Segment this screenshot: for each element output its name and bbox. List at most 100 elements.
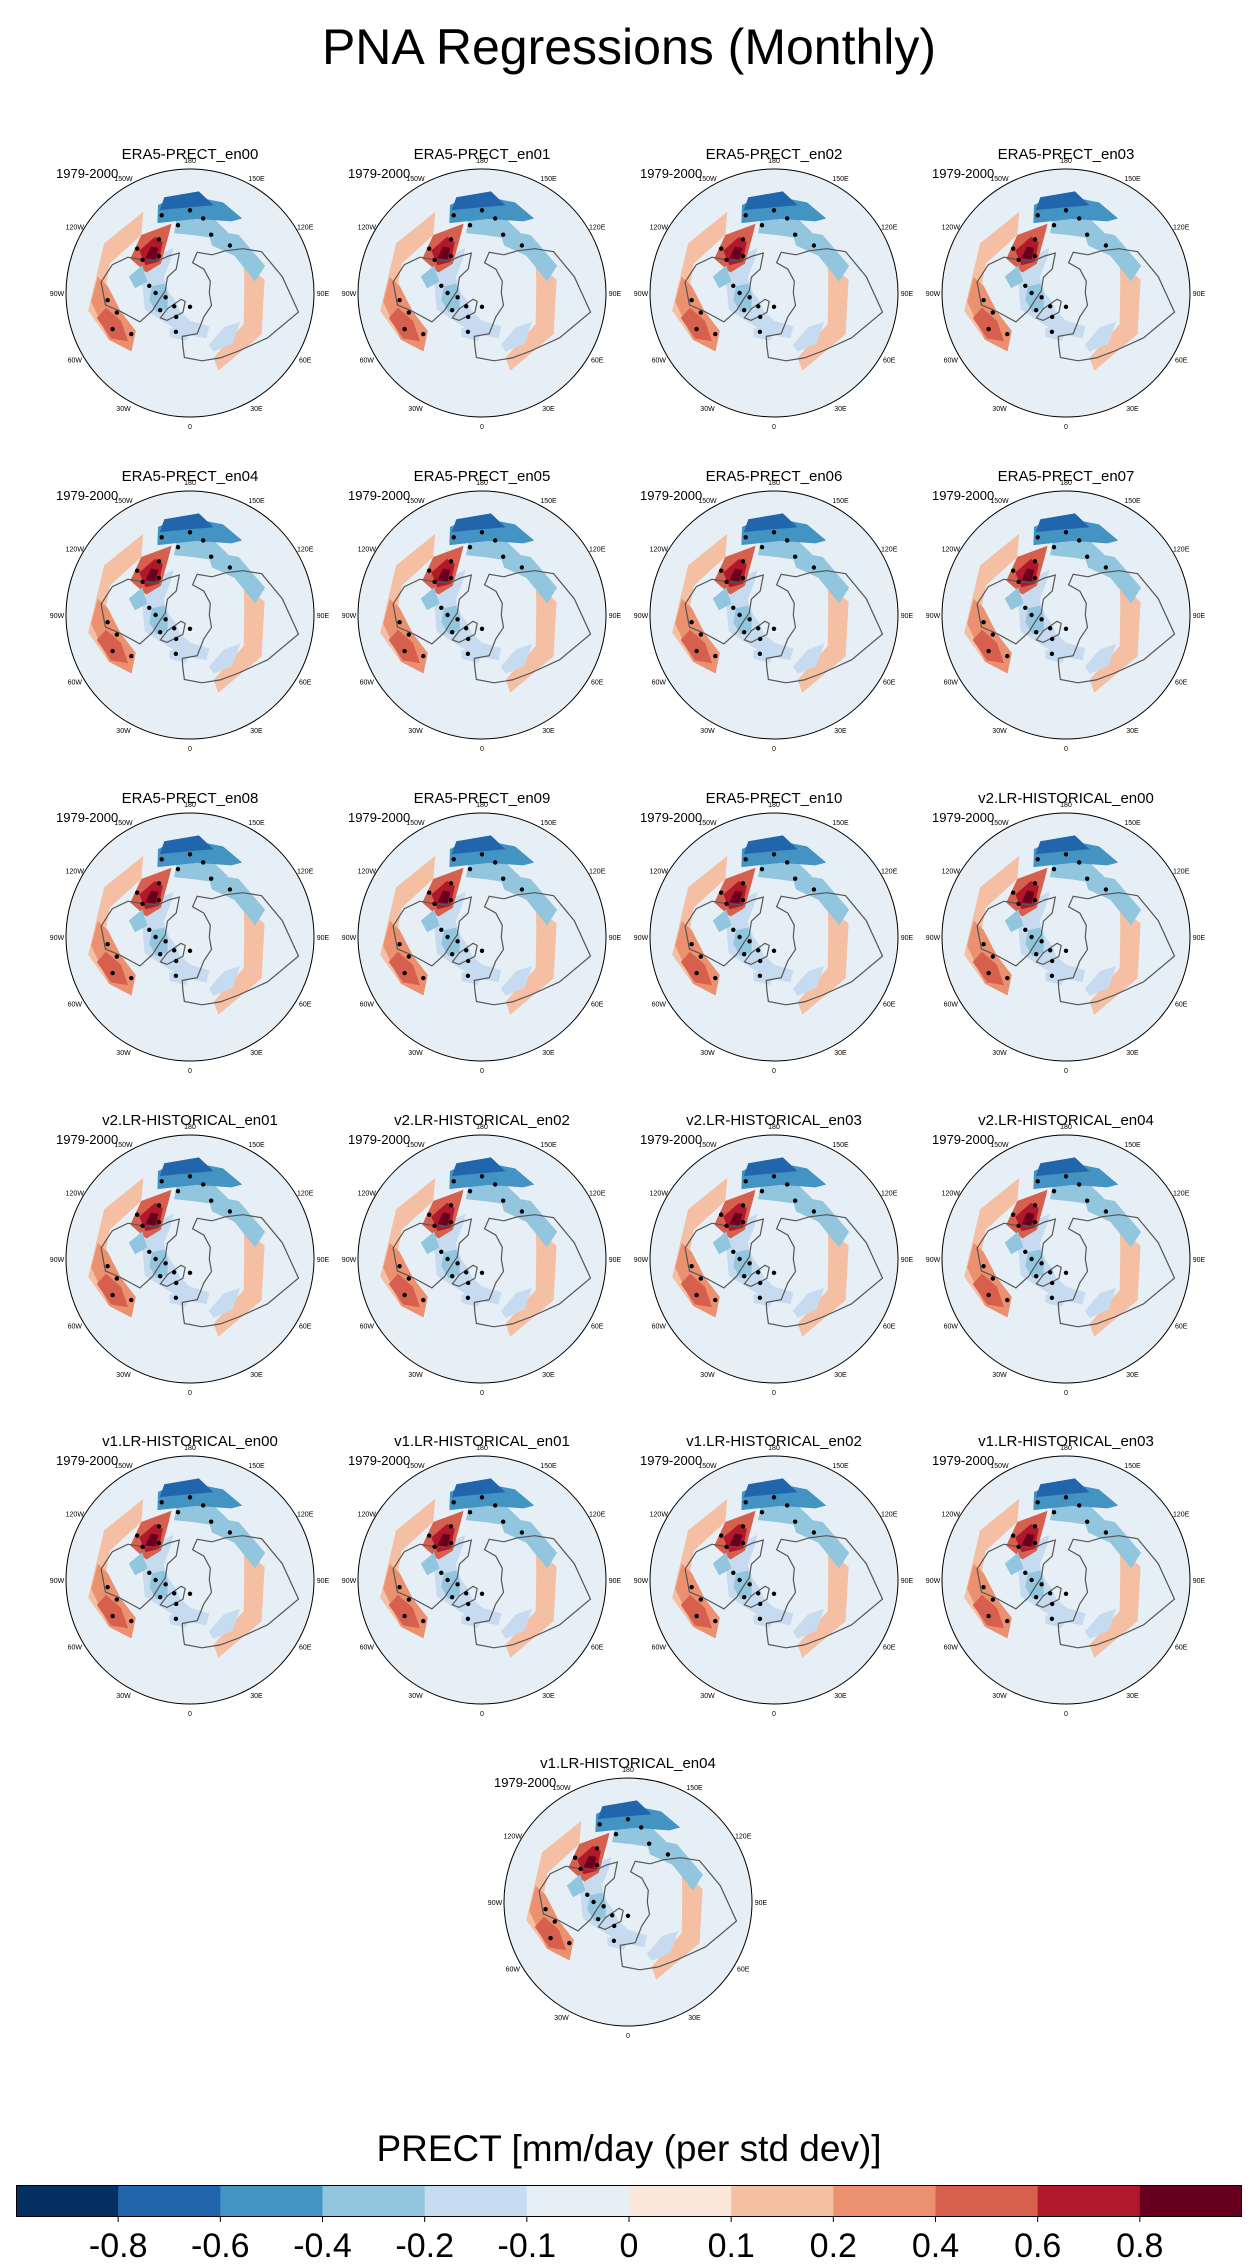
longitude-label: 90W bbox=[50, 291, 65, 298]
anomaly-contour bbox=[174, 537, 228, 562]
significance-dot bbox=[1039, 939, 1044, 944]
significance-dot bbox=[1063, 948, 1069, 953]
period-label: 1979-2000 bbox=[56, 1132, 118, 1147]
significance-dot bbox=[1035, 1179, 1040, 1184]
anomaly-contour bbox=[380, 1498, 436, 1627]
longitude-label: 30W bbox=[408, 1372, 423, 1379]
anomaly-contour bbox=[451, 835, 506, 855]
significance-dot bbox=[455, 939, 460, 944]
anomaly-field bbox=[88, 1157, 300, 1337]
period-label: 1979-2000 bbox=[640, 1453, 702, 1468]
longitude-label: 120E bbox=[589, 1512, 606, 1519]
significance-dot bbox=[740, 237, 746, 242]
significance-dot bbox=[1005, 1618, 1010, 1624]
anomaly-contour bbox=[466, 215, 520, 240]
longitude-label: 150E bbox=[1124, 176, 1141, 183]
longitude-label: 150W bbox=[114, 498, 133, 505]
significance-dot bbox=[990, 1276, 995, 1281]
map-border bbox=[65, 1455, 315, 1705]
significance-dot bbox=[759, 1510, 765, 1515]
map-panel: 180 150E 120E 90E 60E 30E 0 30W 60W 90W 120W 150W v2… bbox=[50, 1112, 330, 1397]
anomaly-contour bbox=[466, 1502, 520, 1527]
significance-dot bbox=[187, 1174, 193, 1179]
anomaly-contour bbox=[461, 1292, 482, 1307]
anomaly-contour bbox=[500, 965, 533, 996]
significance-dot bbox=[719, 1212, 724, 1217]
anomaly-field bbox=[380, 835, 592, 1015]
significance-dot bbox=[402, 648, 407, 654]
significance-dot bbox=[1085, 876, 1090, 881]
significance-dot bbox=[756, 1591, 761, 1596]
significance-dot bbox=[501, 554, 506, 559]
period-label: 1979-2000 bbox=[494, 1775, 556, 1790]
significance-dot bbox=[1032, 881, 1038, 886]
significance-dot bbox=[156, 1540, 162, 1546]
anomaly-contour bbox=[380, 211, 436, 340]
significance-dot bbox=[756, 626, 761, 631]
anomaly-contour bbox=[437, 890, 451, 904]
coastline bbox=[451, 942, 478, 966]
longitude-label: 150W bbox=[114, 1142, 133, 1149]
longitude-label: 30E bbox=[542, 1693, 555, 1700]
anomaly-contour bbox=[169, 326, 190, 341]
anomaly-contour bbox=[437, 246, 451, 260]
coastline bbox=[1057, 570, 1176, 684]
longitude-label: 0 bbox=[188, 1711, 192, 1718]
significance-dot bbox=[737, 612, 742, 618]
longitude-label: 150E bbox=[1124, 1463, 1141, 1470]
anomaly-contour bbox=[420, 909, 440, 933]
anomaly-contour bbox=[1025, 283, 1044, 313]
anomaly-contour bbox=[726, 1534, 794, 1626]
significance-dot bbox=[519, 243, 525, 248]
anomaly-field bbox=[88, 513, 300, 693]
significance-dot bbox=[771, 1270, 777, 1276]
significance-dot bbox=[163, 617, 168, 622]
anomaly-contour bbox=[791, 873, 850, 926]
significance-dot bbox=[445, 612, 450, 618]
significance-dot bbox=[465, 651, 471, 656]
anomaly-contour bbox=[169, 1292, 190, 1307]
significance-dot bbox=[114, 954, 120, 959]
longitude-label: 120W bbox=[942, 1191, 961, 1198]
longitude-label: 30E bbox=[688, 2015, 701, 2022]
significance-dot bbox=[737, 290, 742, 296]
anomaly-contour bbox=[1021, 246, 1035, 260]
significance-dot bbox=[1063, 852, 1069, 857]
colorbar-tick-label: -0.2 bbox=[395, 2227, 454, 2265]
significance-dot bbox=[694, 648, 699, 654]
significance-dot bbox=[1063, 1495, 1069, 1500]
significance-dot bbox=[450, 1274, 455, 1279]
panel-title: v2.LR-HISTORICAL_en00 bbox=[978, 790, 1154, 807]
significance-dot bbox=[479, 304, 485, 309]
longitude-label: 120E bbox=[881, 225, 898, 232]
anomaly-contour bbox=[729, 246, 743, 260]
longitude-label: 120W bbox=[650, 1512, 669, 1519]
longitude-label: 90E bbox=[755, 1900, 768, 1907]
colorbar-tick-label: 0 bbox=[620, 2227, 639, 2265]
significance-dot bbox=[785, 538, 790, 543]
period-label: 1979-2000 bbox=[348, 488, 410, 503]
anomaly-contour bbox=[169, 970, 190, 985]
longitude-label: 90W bbox=[50, 613, 65, 620]
significance-dot bbox=[1016, 257, 1021, 262]
period-label: 1979-2000 bbox=[932, 1132, 994, 1147]
longitude-label: 150W bbox=[114, 1463, 133, 1470]
significance-dot bbox=[724, 1544, 729, 1550]
significance-dot bbox=[625, 1913, 631, 1919]
anomaly-contour bbox=[461, 326, 482, 341]
longitude-label: 90E bbox=[317, 1578, 330, 1585]
coastline bbox=[684, 574, 765, 645]
anomaly-contour bbox=[791, 229, 850, 282]
panel-title: ERA5-PRECT_en04 bbox=[122, 468, 259, 485]
significance-dot bbox=[756, 948, 761, 953]
anomaly-contour bbox=[142, 247, 210, 339]
anomaly-contour bbox=[88, 1498, 144, 1627]
significance-dot bbox=[771, 852, 777, 857]
longitude-label: 30E bbox=[834, 1693, 847, 1700]
significance-dot bbox=[1051, 545, 1057, 550]
anomaly-contour bbox=[566, 1874, 586, 1898]
significance-dot bbox=[201, 1503, 206, 1508]
significance-dot bbox=[552, 1919, 557, 1924]
longitude-label: 150W bbox=[990, 176, 1009, 183]
anomaly-field bbox=[380, 1157, 592, 1337]
